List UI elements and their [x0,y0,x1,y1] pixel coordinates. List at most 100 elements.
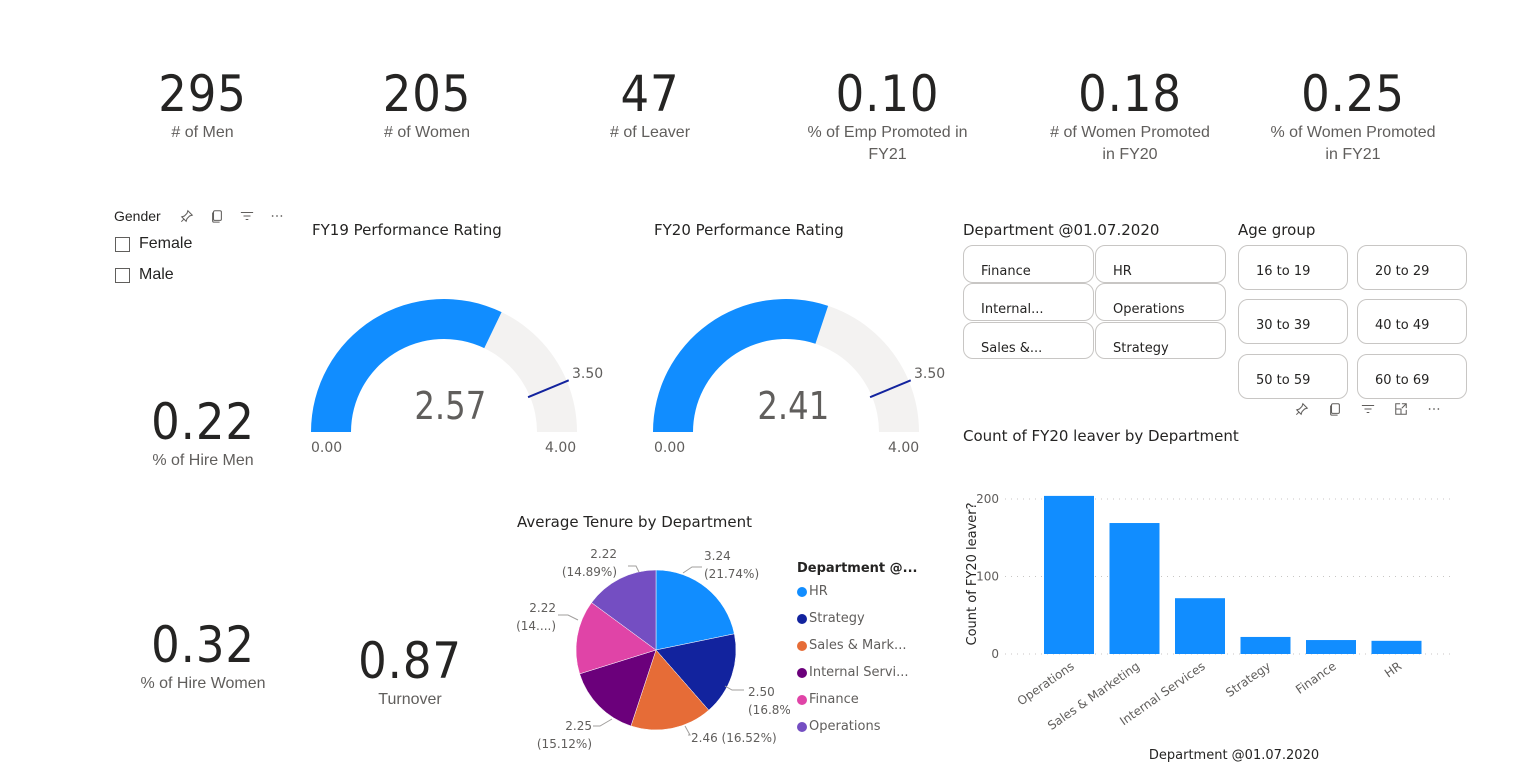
more-options-icon[interactable] [1426,401,1442,417]
legend-dot [797,667,807,678]
kpi-card-men: 295 # of Men [130,66,275,144]
y-axis-title: Count of FY20 leaver? [965,502,980,645]
x-tick-label: Strategy [1223,659,1273,700]
gauge-fy19[interactable] [300,280,600,440]
kpi-value: 0.87 [358,632,462,690]
department-tile-operations[interactable]: Operations [1095,283,1226,321]
kpi-label-line1: % of Emp Promoted in [807,124,968,141]
kpi-label-line2: in FY20 [1102,146,1158,163]
age-slicer-title: Age group [1238,221,1316,239]
kpi-value: 0.10 [835,65,940,123]
kpi-card-women-promoted-fy20: 0.18 # of Women Promoted in FY20 [1020,66,1240,166]
pie-leader-line [593,718,613,727]
kpi-label-line1: # of Women Promoted [1050,124,1210,141]
kpi-value: 295 [158,65,247,123]
age-tile-20-29[interactable]: 20 to 29 [1357,245,1467,290]
gauge-target-line [527,379,570,399]
gauge-fy20[interactable] [642,280,942,440]
pie-slice-finance[interactable] [575,602,657,675]
gauge-fy20-value: 2.41 [757,384,830,428]
bar-finance[interactable] [1306,640,1356,654]
pie-slice-operations[interactable] [591,569,657,651]
bar-strategy[interactable] [1240,636,1291,654]
legend-dot [797,640,807,651]
pin-icon[interactable] [179,208,195,224]
copy-icon[interactable] [209,208,225,224]
gender-slicer-title: Gender [114,208,161,224]
legend-item-strategy[interactable]: Strategy [797,611,865,626]
pie-leader-line [628,565,640,573]
age-tile-30-39[interactable]: 30 to 39 [1238,299,1348,344]
pie-slice-sales-marketing[interactable] [630,649,710,731]
pie-leader-line [684,725,691,736]
gauge-fill [311,299,502,432]
department-tile-internal[interactable]: Internal... [963,283,1094,321]
gender-option-male[interactable]: Male [115,266,174,284]
age-tile-16-19[interactable]: 16 to 19 [1238,245,1348,290]
pie-slice-hr[interactable] [655,569,735,651]
focus-mode-icon[interactable] [1393,401,1409,417]
pie-leader-line [682,566,702,574]
department-tile-strategy[interactable]: Strategy [1095,322,1226,359]
kpi-card-hire-women: 0.32 % of Hire Women [118,617,288,695]
pie-chart: 3.24 (21.74%) 2.50 (16.8%) 2.46 (16.52%) 2.25… [516,547,790,751]
kpi-value: 0.22 [151,393,255,451]
kpi-card-women-promoted-fy21: 0.25 % of Women Promoted in FY21 [1243,66,1463,166]
pin-icon[interactable] [1294,401,1310,417]
y-tick-label: 200 [976,492,999,506]
legend-label: Internal Servi... [809,665,909,680]
legend-item-hr[interactable]: HR [797,584,828,599]
y-tick-label: 0 [991,647,999,661]
kpi-card-emp-promoted-fy21: 0.10 % of Emp Promoted in FY21 [780,66,995,166]
bar-hr[interactable] [1371,640,1422,654]
gauge-fill [653,299,829,432]
legend-dot [797,586,807,597]
department-tile-sales[interactable]: Sales &... [963,322,1094,359]
kpi-label: % of Hire Women [140,675,266,692]
pie-data-label: 2.25 [565,719,592,733]
legend-dot [797,613,807,624]
gender-slicer-header: Gender [114,208,285,224]
legend-item-internal-services[interactable]: Internal Servi... [797,665,909,680]
x-axis-title: Department @01.07.2020 [1149,748,1319,763]
pie-slice-strategy[interactable] [655,633,737,711]
gender-option-female[interactable]: Female [115,235,192,253]
pie-leader-line [558,614,579,621]
age-tile-40-49[interactable]: 40 to 49 [1357,299,1467,344]
gauge-target-line [869,379,912,399]
kpi-label: # of Women [384,124,470,141]
department-tile-finance[interactable]: Finance [963,245,1094,283]
filter-icon[interactable] [239,208,255,224]
legend-item-operations[interactable]: Operations [797,719,880,734]
more-options-icon[interactable] [269,208,285,224]
checkbox[interactable] [115,236,130,252]
filter-icon[interactable] [1360,401,1376,417]
y-tick-label: 100 [976,570,999,584]
option-label: Male [139,266,174,283]
legend-dot [797,694,807,705]
gauge-fy19-max: 4.00 [545,440,577,456]
pie-data-label: (21.74%) [704,567,759,581]
department-slicer-title: Department @01.07.2020 [963,221,1160,239]
department-tile-hr[interactable]: HR [1095,245,1226,283]
legend-item-finance[interactable]: Finance [797,692,859,707]
legend-item-sales-marketing[interactable]: Sales & Mark... [797,638,906,653]
legend-label: Operations [809,719,881,734]
gauge-fy20-min: 0.00 [654,440,686,456]
bar-operations[interactable] [1044,495,1094,654]
pie-slice-internal-services[interactable] [579,649,657,727]
kpi-value: 205 [382,65,472,123]
pie-data-label: (14....) [516,619,556,633]
kpi-label: # of Leaver [609,124,691,141]
pie-data-label: 2.22 [590,547,617,561]
kpi-label: Turnover [378,691,442,708]
age-tile-60-69[interactable]: 60 to 69 [1357,354,1467,399]
age-tile-50-59[interactable]: 50 to 59 [1238,354,1348,399]
bar-internal-services[interactable] [1175,598,1225,654]
bar-sales-marketing[interactable] [1109,523,1160,654]
pie-chart-title: Average Tenure by Department [517,513,752,531]
copy-icon[interactable] [1327,401,1343,417]
checkbox[interactable] [115,267,130,283]
pie-leader-line [724,685,744,691]
